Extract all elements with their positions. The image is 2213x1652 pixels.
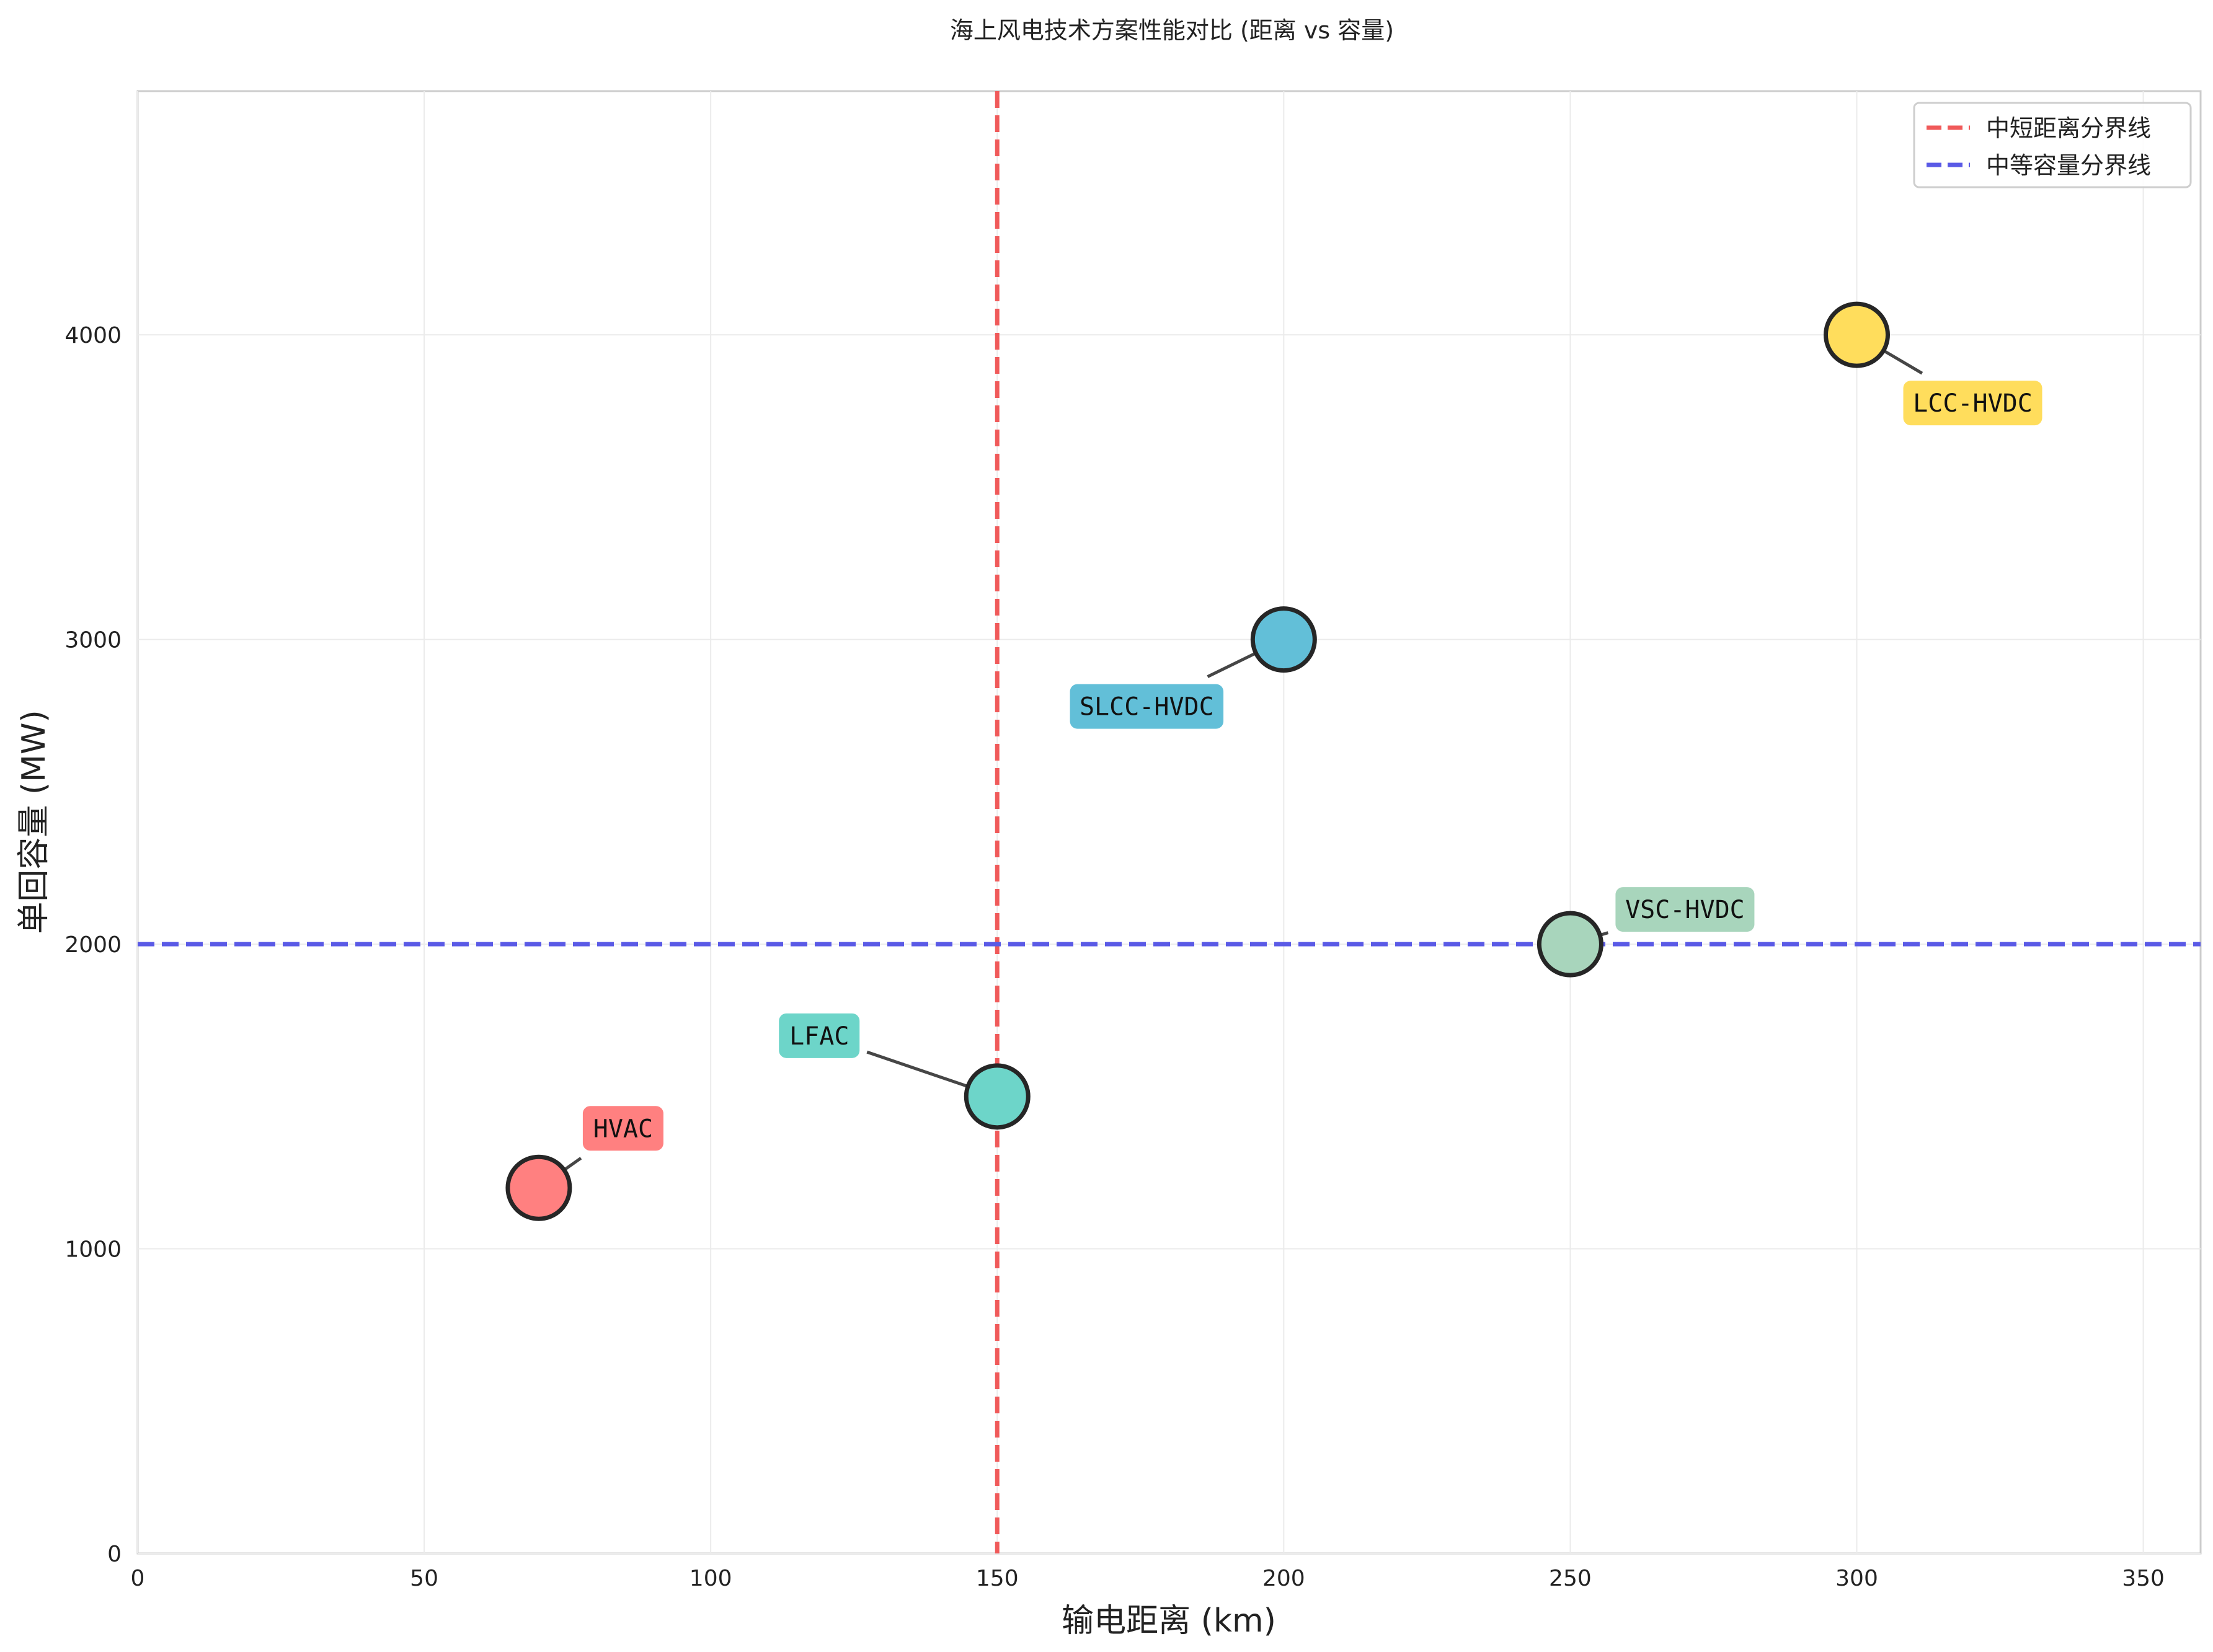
point-labels: HVAC LFAC SLCC-HVDC VSC-HVDC LCC-HVDC: [582, 381, 2042, 1151]
point-label-box: [1070, 684, 1224, 729]
data-point-hvac: [505, 1154, 572, 1221]
y-tick-label: 4000: [64, 323, 122, 348]
y-tick-label: 2000: [64, 932, 122, 958]
point-label-box: [1615, 887, 1755, 932]
x-tick-label: 0: [131, 1566, 145, 1591]
data-point-slcc-hvdc: [1250, 606, 1317, 673]
legend-entry: 中等容量分界线: [1986, 152, 2151, 179]
y-tick-label: 1000: [64, 1237, 122, 1263]
plot-area: [136, 90, 2202, 1555]
reference-lines: [138, 91, 2201, 1553]
point-label: VSC-HVDC: [1625, 896, 1745, 924]
axis-ticks: 0 50 100 150 200 250 300 350 0 1000 2000 3000 4000: [64, 323, 2165, 1591]
x-tick-label: 100: [690, 1566, 732, 1591]
point-label-box: [582, 1106, 663, 1151]
x-tick-label: 350: [2122, 1566, 2165, 1591]
data-points: [505, 301, 1890, 1221]
legend-entry: 中短距离分界线: [1986, 115, 2151, 142]
point-label-box: [1903, 381, 2042, 426]
x-tick-label: 250: [1549, 1566, 1592, 1591]
point-label: LCC-HVDC: [1913, 389, 2033, 418]
legend-box: [1913, 102, 2192, 188]
data-point-lcc-hvdc: [1824, 301, 1890, 368]
x-tick-label: 150: [976, 1566, 1019, 1591]
x-tick-label: 300: [1835, 1566, 1878, 1591]
data-point-lfac: [964, 1063, 1031, 1130]
x-tick-label: 200: [1262, 1566, 1305, 1591]
x-tick-label: 50: [410, 1566, 438, 1591]
point-label: LFAC: [789, 1022, 849, 1051]
point-label: SLCC-HVDC: [1080, 693, 1214, 722]
y-axis-label: 单回容量 (MW): [16, 710, 53, 934]
y-tick-label: 0: [107, 1542, 122, 1567]
x-axis-label: 输电距离 (km): [1062, 1602, 1276, 1640]
point-label-box: [779, 1013, 860, 1058]
data-point-vsc-hvdc: [1537, 911, 1603, 978]
y-tick-label: 3000: [64, 628, 122, 653]
chart-title: 海上风电技术方案性能对比 (距离 vs 容量): [950, 17, 1394, 44]
point-label: HVAC: [593, 1115, 653, 1143]
